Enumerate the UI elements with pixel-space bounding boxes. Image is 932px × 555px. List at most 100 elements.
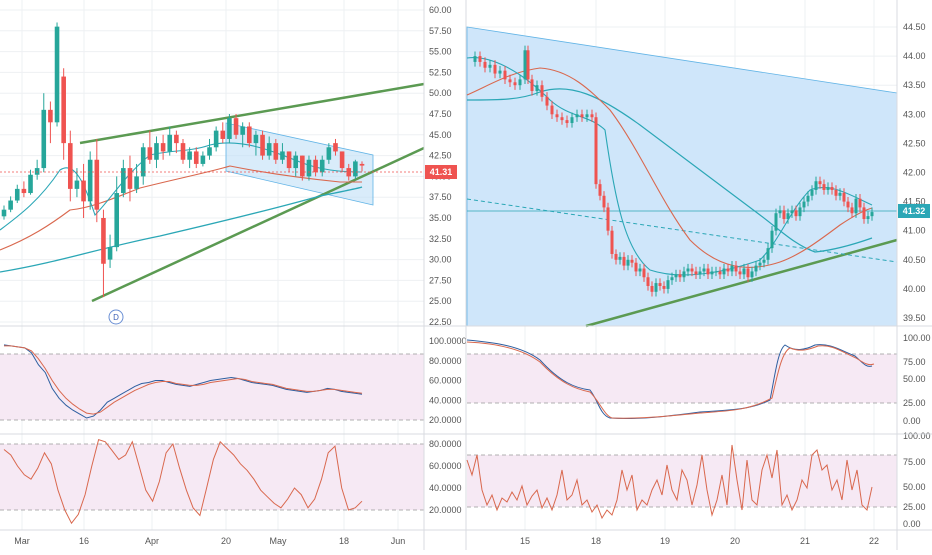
right-candle (786, 208, 790, 224)
left-osc2-tick: 40.0000 (429, 483, 462, 493)
right-candle (754, 260, 758, 277)
left-time-tick: Mar (14, 536, 30, 546)
left-time-tick: 18 (339, 536, 349, 546)
left-candle (61, 68, 66, 160)
right-candle (614, 249, 618, 265)
left-price-tick: 60.00 (429, 5, 452, 15)
right-candle (662, 281, 666, 294)
left-price-tick: 55.00 (429, 47, 452, 57)
right-price-tick: 44.50 (903, 22, 926, 32)
left-candle (1, 205, 7, 220)
right-time-tick: 21 (800, 536, 810, 546)
left-candle (160, 134, 166, 160)
right-candle (493, 60, 497, 79)
left-candle (81, 163, 86, 218)
right-price-tick: 40.00 (903, 284, 926, 294)
left-candle (293, 151, 299, 177)
left-osc2-tick: 80.0000 (429, 439, 462, 449)
left-osc2-line (3, 438, 363, 525)
right-osc2-tick: 25.00 (903, 502, 926, 512)
right-candle (508, 74, 512, 87)
left-time-tick: Jun (391, 536, 406, 546)
left-price-tick: 47.50 (429, 109, 452, 119)
left-candle (14, 184, 20, 204)
right-price-tick: 40.50 (903, 255, 926, 265)
left-candle (359, 161, 365, 172)
left-osc2-tick: 20.0000 (429, 505, 462, 515)
right-candle (535, 80, 539, 96)
interval-badge[interactable] (108, 309, 124, 325)
right-candle (634, 258, 638, 277)
right-price-tick: 43.00 (903, 109, 926, 119)
right-candle (698, 266, 702, 280)
right-candle (714, 266, 718, 277)
right-price-tick: 39.50 (903, 313, 926, 323)
left-candle (280, 143, 285, 164)
right-candle (726, 263, 730, 277)
left-candle (107, 234, 113, 268)
left-candle (319, 155, 325, 177)
right-candle (590, 109, 594, 122)
left-trendline-lower (91, 146, 425, 303)
right-candle (473, 51, 477, 67)
right-candle (682, 266, 686, 282)
right-candle (710, 266, 714, 280)
left-price-tick: 25.00 (429, 296, 452, 306)
right-candle (654, 278, 658, 297)
left-candle (326, 143, 332, 164)
right-candle (842, 188, 846, 207)
right-candles (473, 45, 874, 297)
left-candle (240, 122, 245, 148)
left-candle (300, 155, 305, 181)
right-candle (618, 252, 622, 265)
right-candle (746, 263, 750, 282)
right-candle (560, 112, 564, 125)
right-candle (686, 263, 690, 277)
right-candle (810, 185, 814, 201)
right-candle (782, 205, 786, 224)
right-osc2-line (466, 444, 873, 520)
left-candle (353, 159, 358, 179)
right-dashed-line (466, 198, 898, 263)
left-candle (41, 93, 47, 173)
right-candle (834, 185, 838, 201)
right-candle (802, 196, 806, 213)
right-last-price-label: 41.32 (903, 206, 926, 216)
left-osc1-tick: 20.0000 (429, 415, 462, 425)
right-candle (806, 191, 810, 207)
left-osc1-tick: 80.0000 (429, 356, 462, 366)
left-osc2-tick: 60.0000 (429, 461, 462, 471)
left-candle (260, 130, 265, 160)
right-candle (838, 188, 842, 201)
right-candle (598, 179, 602, 201)
left-last-price-label: 41.31 (430, 167, 453, 177)
right-candle (626, 255, 630, 271)
right-candle (854, 194, 858, 218)
left-time-tick: May (269, 536, 287, 546)
right-candle (478, 51, 482, 67)
left-price-tick: 37.50 (429, 192, 452, 202)
right-candle (674, 269, 678, 282)
right-candle (503, 65, 507, 85)
left-candle (220, 122, 226, 144)
interval-badge-label: D (113, 313, 119, 322)
left-candle (127, 155, 133, 202)
right-candle (498, 65, 502, 79)
right-candle (790, 205, 794, 218)
right-candle (798, 202, 802, 221)
left-candle (286, 151, 292, 173)
right-candle (646, 272, 650, 291)
right-price-tick: 41.50 (903, 197, 926, 207)
left-candle (174, 130, 179, 154)
right-candle (774, 208, 778, 236)
left-time-axis: Mar 16 Apr 20 May 18 Jun (14, 536, 405, 546)
right-osc2-tick: 0.00 (903, 519, 921, 529)
left-ma-long (0, 186, 363, 273)
left-candle (101, 209, 106, 298)
left-osc1-band (0, 354, 424, 420)
right-candle (778, 205, 782, 218)
right-candle (575, 109, 579, 122)
left-price-tick: 45.00 (429, 130, 452, 140)
right-candle (742, 263, 746, 280)
